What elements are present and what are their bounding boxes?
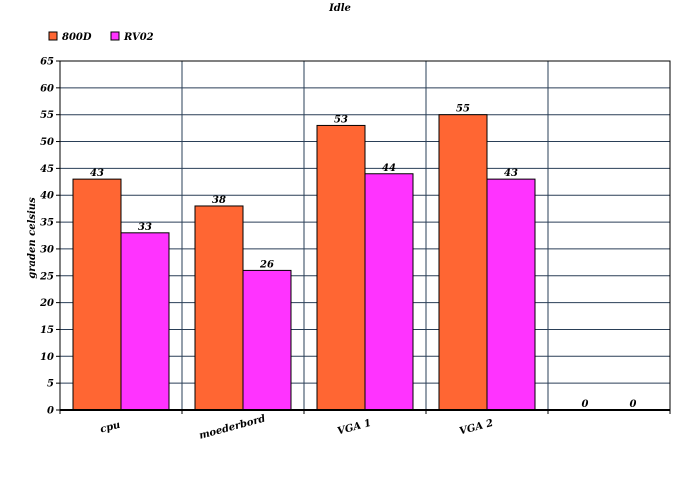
x-tick-labels: cpu moederbord VGA 1 VGA 2 — [99, 413, 494, 441]
bar-rv02-3 — [486, 178, 536, 411]
data-label: 55 — [456, 104, 470, 115]
y-tick-label: 5 — [47, 379, 54, 390]
bar-rv02-2 — [364, 173, 414, 411]
bar-800d-1 — [194, 205, 244, 411]
data-label: 0 — [630, 399, 637, 410]
bar-rv02-0 — [120, 232, 170, 411]
y-tick-label: 65 — [40, 57, 54, 68]
data-label: 0 — [582, 399, 589, 410]
y-tick-label: 25 — [39, 271, 54, 282]
legend: 800D RV02 — [48, 31, 154, 43]
y-tick-label: 45 — [40, 164, 54, 175]
legend-swatch-rv02 — [110, 31, 120, 41]
legend-swatch-800d — [48, 31, 58, 41]
data-label: 44 — [382, 163, 396, 174]
bar-800d-3 — [438, 114, 488, 411]
data-label: 43 — [504, 168, 518, 179]
x-tick-label: cpu — [99, 420, 122, 436]
y-tick-label: 50 — [40, 137, 54, 148]
x-tick-label: moederbord — [198, 413, 267, 441]
data-label: 26 — [259, 259, 274, 270]
legend-label: RV02 — [123, 32, 154, 43]
data-label: 43 — [90, 168, 104, 179]
chart-title: Idle — [328, 3, 351, 14]
y-tick-label: 40 — [40, 191, 54, 202]
y-tick-label: 15 — [40, 325, 54, 336]
y-tick-label: 0 — [47, 406, 54, 417]
bars — [72, 114, 536, 411]
axes — [59, 60, 671, 414]
data-label: 53 — [334, 114, 348, 125]
y-axis-label: graden celsius — [27, 197, 38, 279]
y-tick-label: 55 — [40, 110, 54, 121]
y-tick-labels: 0 5 10 15 20 25 30 35 40 45 50 55 60 65 — [39, 57, 60, 417]
data-labels: 43 38 53 55 0 33 26 44 43 0 — [90, 104, 636, 410]
y-tick-label: 10 — [40, 352, 54, 363]
x-tick-label: VGA 1 — [336, 418, 372, 438]
bar-800d-0 — [72, 178, 122, 411]
bar-rv02-1 — [242, 269, 292, 411]
y-tick-label: 30 — [40, 244, 54, 255]
y-tick-label: 20 — [39, 298, 54, 309]
bar-800d-2 — [316, 124, 366, 411]
legend-label: 800D — [62, 32, 92, 43]
y-tick-label: 60 — [40, 83, 54, 94]
y-tick-label: 35 — [40, 218, 54, 229]
data-label: 38 — [212, 195, 226, 206]
data-label: 33 — [138, 222, 152, 233]
x-tick-label: VGA 2 — [458, 418, 494, 438]
